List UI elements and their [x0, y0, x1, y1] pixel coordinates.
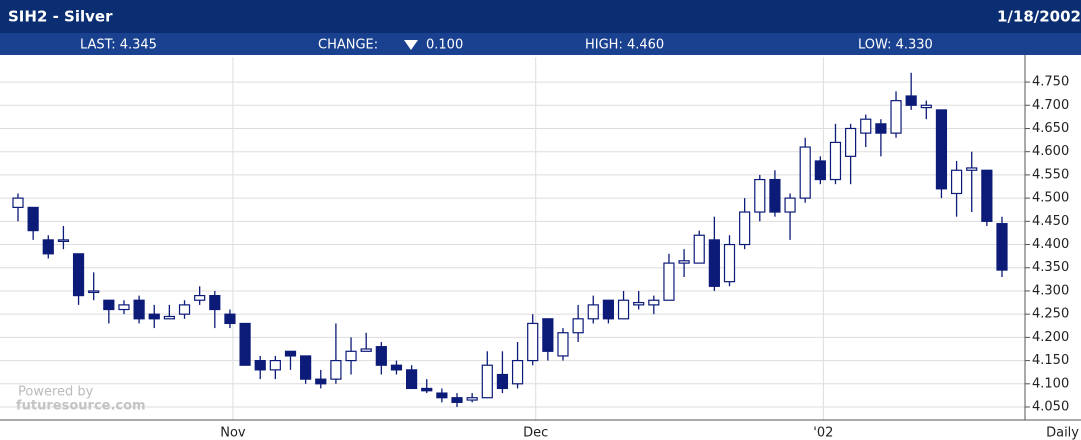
candle-body [769, 178, 781, 213]
candle-body [300, 355, 312, 380]
candle-body [784, 197, 796, 213]
candle-body [360, 348, 372, 352]
candle-body [693, 234, 705, 264]
stat-high: HIGH: 4.460 [585, 38, 664, 53]
y-tick-label: 4.250 [1032, 307, 1069, 322]
candle-body [406, 369, 418, 390]
stat-change-label: CHANGE: [318, 38, 378, 53]
y-tick-label: 4.400 [1032, 237, 1069, 252]
candle-body [678, 260, 690, 264]
candle-body [905, 95, 917, 106]
candle-body [88, 290, 100, 294]
candle-body [587, 304, 599, 320]
y-tick-label: 4.500 [1032, 191, 1069, 206]
candle-body [118, 304, 130, 311]
candle-body [284, 350, 297, 357]
candle-body [511, 359, 524, 385]
stat-low: LOW: 4.330 [858, 38, 933, 53]
candle-body [602, 299, 615, 320]
y-tick-label: 4.300 [1032, 283, 1069, 298]
candle-body [875, 123, 887, 134]
candle-body [148, 313, 160, 320]
candle-body [103, 299, 115, 311]
candle-body [421, 387, 433, 392]
candle-body [708, 239, 720, 287]
candle-body [12, 197, 24, 208]
candle-body [799, 146, 811, 199]
candle-body [557, 332, 569, 357]
candle-body [860, 118, 872, 134]
title-bar [0, 0, 1081, 33]
period: Daily [1046, 426, 1079, 440]
candle-body [723, 243, 736, 283]
candle-body [436, 392, 448, 399]
candle-body [163, 315, 175, 320]
y-tick-label: 4.600 [1032, 144, 1069, 159]
candle-body [966, 167, 978, 171]
candle-body [633, 301, 645, 306]
y-tick-label: 4.750 [1032, 75, 1069, 90]
chart-title: SIH2 - Silver [8, 8, 113, 26]
down-arrow [404, 40, 418, 50]
candle-body [739, 211, 751, 246]
candle-body [254, 359, 266, 371]
candle-body [390, 364, 403, 371]
candle-body [239, 322, 251, 366]
candle-body [663, 262, 675, 301]
candle-body [845, 127, 857, 157]
candle-body [814, 160, 826, 181]
candle-body [829, 141, 842, 181]
candle-body [72, 253, 85, 297]
candle-body [496, 373, 509, 390]
candle-body [209, 294, 221, 311]
y-tick-label: 4.050 [1032, 400, 1069, 415]
candle-body [920, 104, 932, 109]
y-tick-label: 4.700 [1032, 98, 1069, 113]
candle-body [178, 304, 191, 315]
candle-body [572, 318, 584, 334]
candle-body [466, 397, 478, 401]
y-tick-label: 4.150 [1032, 353, 1069, 368]
candle-body [481, 364, 493, 399]
candle-body [269, 359, 281, 371]
candle-body [996, 223, 1008, 271]
candle-body [57, 239, 70, 242]
x-tick-label: Nov [220, 426, 246, 440]
candle-body [27, 206, 39, 232]
candle-body [617, 299, 630, 320]
stats-bar [0, 33, 1081, 55]
y-tick-label: 4.650 [1032, 121, 1069, 136]
candle-body [224, 313, 236, 325]
y-tick-label: 4.200 [1032, 330, 1069, 345]
candle-body [330, 359, 342, 380]
date: 1/18/2002 [997, 8, 1081, 26]
y-tick-label: 4.350 [1032, 260, 1069, 275]
candle-body [890, 100, 902, 134]
watermark: futuresource.com [16, 399, 146, 414]
watermark-small: Powered by [18, 385, 94, 400]
candle-body [648, 299, 660, 306]
x-tick-label: Dec [523, 426, 548, 440]
stat-change: 0.100 [426, 38, 463, 53]
candle-body [542, 318, 554, 352]
candle-body [527, 322, 539, 362]
candle-body [451, 397, 463, 403]
candle-body [935, 109, 948, 190]
candle-body [42, 239, 54, 255]
x-tick-label: '02 [813, 426, 833, 440]
candle-body [345, 350, 357, 362]
y-tick-label: 4.100 [1032, 376, 1069, 391]
candle-body [315, 378, 327, 385]
candle-body [194, 294, 206, 301]
candle-body [133, 299, 145, 320]
candle-body [754, 178, 766, 213]
y-tick-label: 4.450 [1032, 214, 1069, 229]
candle-body [375, 346, 387, 366]
candle-body [981, 169, 993, 222]
candle-body [950, 169, 963, 195]
y-tick-label: 4.550 [1032, 167, 1069, 182]
stat-last: LAST: 4.345 [80, 38, 157, 53]
